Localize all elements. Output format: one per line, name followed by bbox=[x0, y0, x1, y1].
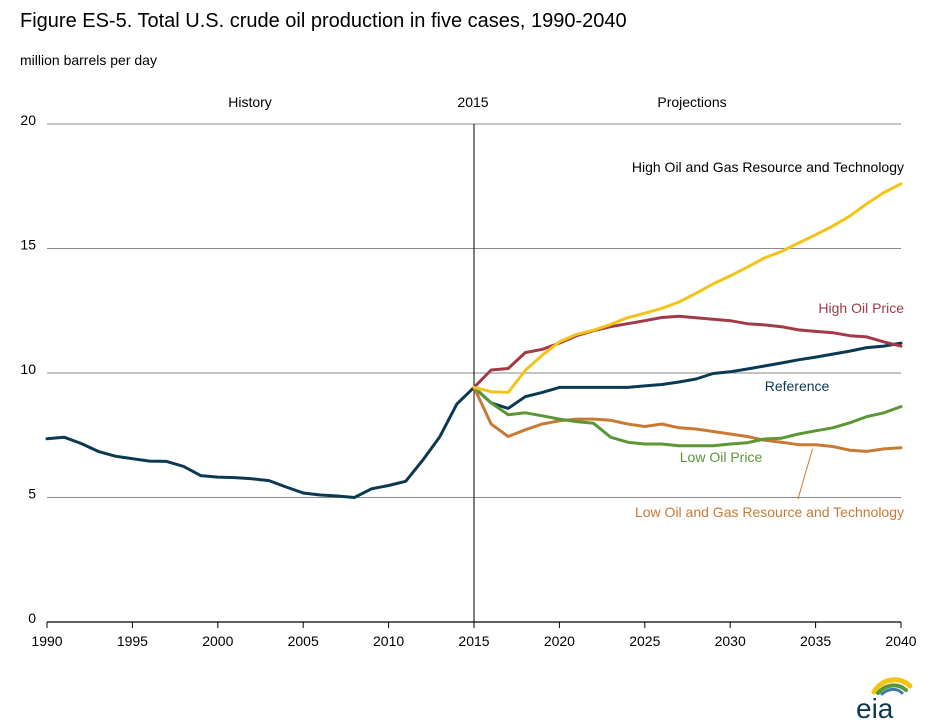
region-labels: History 2015 Projections bbox=[228, 94, 727, 622]
series-line-low-oil-price bbox=[472, 385, 903, 448]
y-axis-unit-label: million barrels per day bbox=[20, 52, 157, 68]
history-label: History bbox=[228, 94, 272, 110]
chart-title: Figure ES-5. Total U.S. crude oil produc… bbox=[20, 10, 627, 32]
x-tick-label: 2030 bbox=[715, 633, 746, 649]
series-labels: Reference High Oil and Gas Resource and T… bbox=[632, 159, 904, 520]
x-tick-label: 1995 bbox=[117, 633, 148, 649]
series-label-low-oil-price: Low Oil Price bbox=[680, 449, 763, 465]
series-lines bbox=[45, 182, 903, 499]
series-label-low-oil-and-gas-resource-and-technology: Low Oil and Gas Resource and Technology bbox=[635, 504, 904, 520]
series-line-low-oil-and-gas-resource-and-technology bbox=[472, 385, 903, 453]
svg-text:eia: eia bbox=[856, 693, 894, 722]
x-tick-label: 2005 bbox=[288, 633, 319, 649]
label-leader-line bbox=[797, 448, 814, 500]
x-tick-label: 2015 bbox=[458, 633, 489, 649]
x-tick-label: 2040 bbox=[885, 633, 916, 649]
x-tick-label: 1990 bbox=[31, 633, 62, 649]
series-label-high-oil-and-gas-resource-and-technology: High Oil and Gas Resource and Technology bbox=[632, 159, 904, 175]
x-tick-label: 2010 bbox=[373, 633, 404, 649]
series-label-reference: Reference bbox=[765, 378, 830, 394]
x-tick-label: 2000 bbox=[202, 633, 233, 649]
y-tick-label: 0 bbox=[28, 610, 36, 626]
series-label-high-oil-price: High Oil Price bbox=[818, 300, 904, 316]
divider-year-label: 2015 bbox=[457, 94, 488, 110]
series-line-high-oil-and-gas-resource-and-technology bbox=[472, 182, 903, 394]
y-tick-label: 5 bbox=[28, 486, 36, 502]
y-axis-ticks: 0 5 10 15 20 bbox=[20, 112, 36, 626]
projections-label: Projections bbox=[657, 94, 726, 110]
x-tick-label: 2035 bbox=[800, 633, 831, 649]
series-line-high-oil-price bbox=[472, 314, 903, 389]
x-tick-label: 2025 bbox=[629, 633, 660, 649]
x-axis: 1990 1995 2000 2005 2010 2015 2020 2025 2030 2035… bbox=[31, 621, 917, 649]
y-tick-label: 20 bbox=[20, 112, 36, 128]
eia-logo: eia bbox=[852, 672, 916, 724]
y-tick-label: 15 bbox=[20, 237, 36, 253]
x-tick-label: 2020 bbox=[544, 633, 575, 649]
y-tick-label: 10 bbox=[20, 361, 36, 377]
